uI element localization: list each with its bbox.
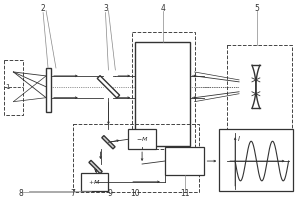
Bar	[73, 124, 200, 192]
Text: 11: 11	[180, 189, 189, 198]
Bar	[81, 173, 108, 191]
Bar	[132, 32, 194, 149]
Text: 9: 9	[108, 189, 113, 198]
Polygon shape	[97, 76, 120, 98]
Bar	[165, 147, 204, 175]
Bar	[46, 68, 51, 112]
Text: 1: 1	[5, 84, 10, 90]
Bar	[219, 129, 292, 191]
Bar	[135, 42, 190, 146]
Polygon shape	[102, 136, 115, 149]
Text: $I$: $I$	[237, 134, 241, 143]
Text: 4: 4	[160, 4, 165, 13]
Polygon shape	[89, 160, 102, 174]
Bar	[4, 60, 23, 115]
Bar	[128, 129, 156, 149]
Bar	[227, 45, 292, 144]
Text: 3: 3	[103, 4, 108, 13]
Text: 8: 8	[19, 189, 24, 198]
Text: 2: 2	[41, 4, 46, 13]
Text: 10: 10	[130, 189, 140, 198]
Text: $-M$: $-M$	[136, 135, 148, 143]
Text: 5: 5	[254, 4, 259, 13]
Text: 7: 7	[70, 189, 75, 198]
Text: $+M$: $+M$	[88, 178, 101, 186]
